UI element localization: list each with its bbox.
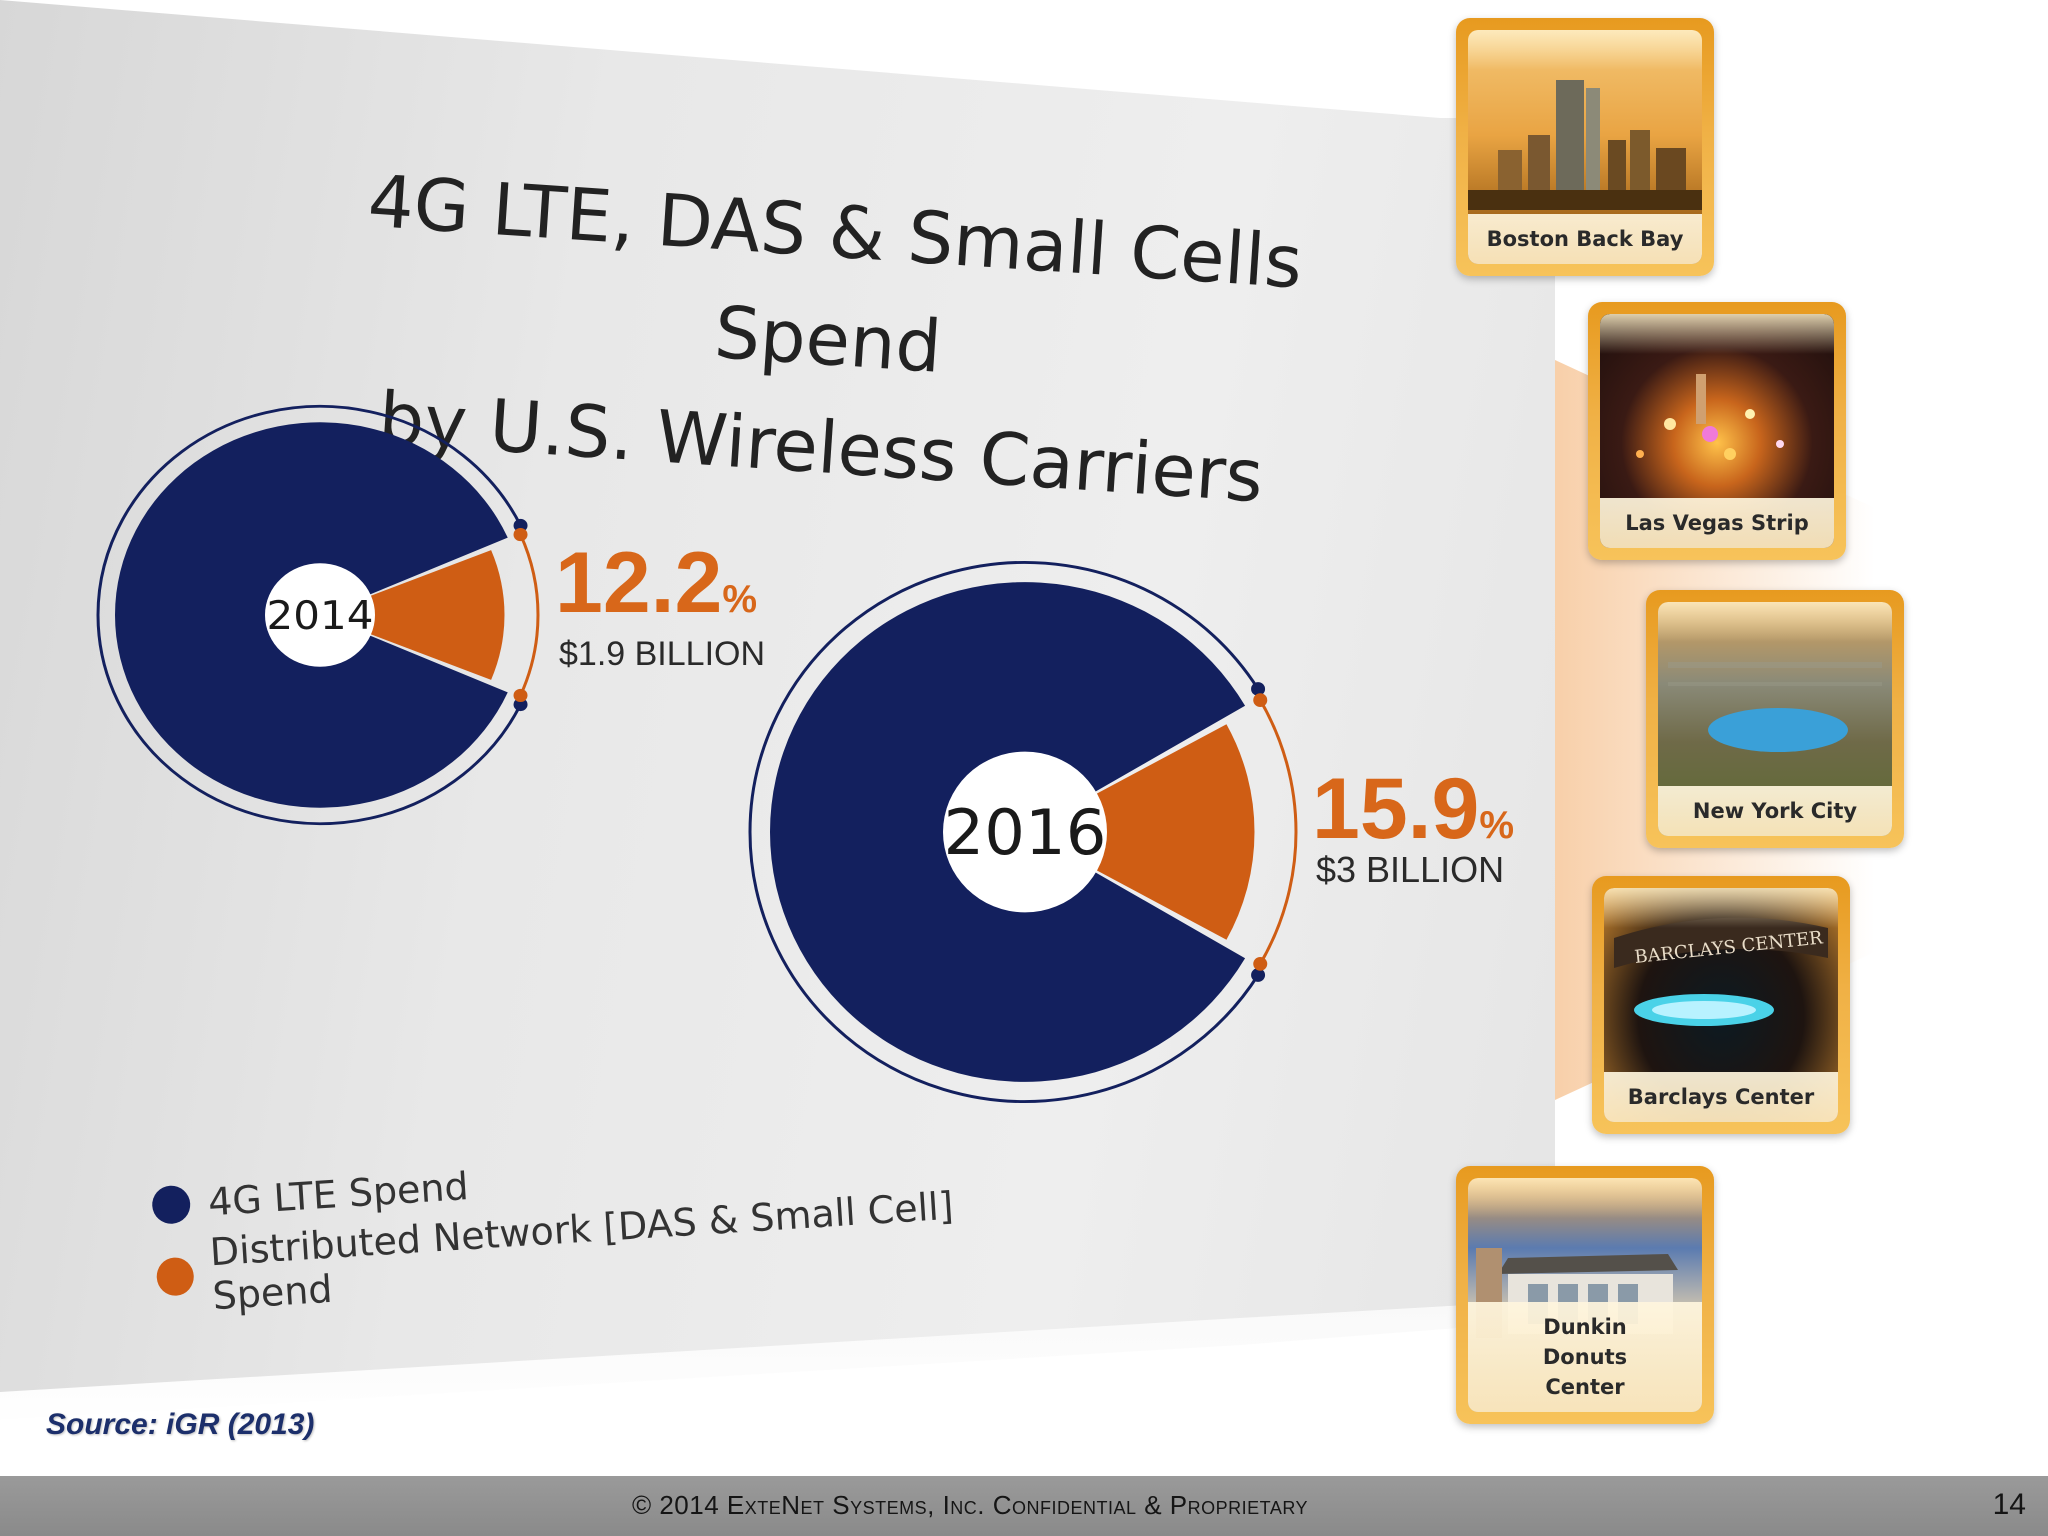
das-outer-arc-2014 (519, 534, 540, 696)
skyline-graphic-icon (1468, 80, 1702, 210)
ring-end-dot-2016-1 (1251, 682, 1266, 696)
year-label-2016: 2016 (944, 796, 1107, 869)
night-city-photo-icon: Las Vegas Strip (1600, 314, 1834, 548)
das-slice-2014 (320, 550, 505, 680)
year-label-2014: 2014 (267, 592, 374, 638)
venue-tile-dunkin: Dunkin Donuts Center (1456, 1166, 1714, 1424)
footer-bar: © 2014 ExteNet Systems, Inc. Confidentia… (0, 1476, 2048, 1536)
page-number: 14 (1992, 1488, 2026, 1521)
venue-label: Dunkin Donuts Center (1468, 1302, 1702, 1412)
arena-photo-icon: BARCLAYS CENTER Barclays Center (1604, 888, 1838, 1122)
tile-gloss (1658, 602, 1892, 642)
venue-tile-barclays: BARCLAYS CENTER Barclays Center (1592, 876, 1850, 1134)
das-amount-label-2016: $3 BILLION (1316, 849, 1504, 890)
footer-copyright: © 2014 ExteNet Systems, Inc. Confidentia… (631, 1490, 1309, 1520)
donut-hole-2014 (265, 563, 375, 667)
das-amount-label-2014: $1.9 BILLION (559, 635, 765, 673)
donut-hole-2016 (943, 751, 1107, 913)
central-park-photo-icon: New York City (1658, 602, 1892, 836)
venue-label: Barclays Center (1604, 1072, 1838, 1122)
das-percent-label-2014: 12.2% (555, 535, 757, 631)
ring-end-dot-2014-2 (513, 528, 528, 542)
central-park-graphic-icon (1668, 662, 1882, 752)
arena-graphic-icon: BARCLAYS CENTER (1614, 917, 1828, 1026)
night-city-graphic-icon (1636, 374, 1784, 460)
das-percent-label-2016: 15.9% (1312, 761, 1514, 857)
ring-end-dot-2016-2 (1253, 693, 1268, 708)
venue-tile-boston: Boston Back Bay (1456, 18, 1714, 276)
donut-2014: 2014 (96, 404, 540, 826)
venue-tile-new-york: New York City (1646, 590, 1904, 848)
ring-end-dot-2014-3 (513, 688, 528, 702)
ring-end-dot-2014-0 (513, 697, 528, 712)
donut-charts: 2014 12.2% $1.9 BILLION 2016 15.9% $3 BILLION (96, 404, 1514, 1103)
das-slice-2016 (1025, 724, 1255, 940)
das-percent-sign-2016: % (1479, 804, 1514, 847)
ring-end-dot-2016-3 (1253, 956, 1268, 971)
venue-label: Boston Back Bay (1468, 214, 1702, 264)
venue-label: Las Vegas Strip (1600, 498, 1834, 548)
das-outer-arc-2016 (1258, 699, 1298, 965)
legend-label-lte: 4G LTE Spend (206, 1164, 470, 1225)
legend-swatch-lte (151, 1184, 192, 1225)
venue-tile-las-vegas: Las Vegas Strip (1588, 302, 1846, 560)
skyline-photo-icon: Boston Back Bay (1468, 30, 1702, 264)
venue-label-text: Dunkin Donuts Center (1542, 1315, 1628, 1399)
arena-exterior-photo-icon: Dunkin Donuts Center (1468, 1178, 1702, 1412)
source-note: Source: iGR (2013) (46, 1408, 315, 1441)
tile-gloss (1468, 1178, 1702, 1218)
tile-gloss (1604, 888, 1838, 928)
donut-chart-svg: 2014 12.2% $1.9 BILLION 2016 15.9%$3 BILLION (96, 404, 1514, 1103)
tile-gloss (1468, 30, 1702, 70)
das-percent-sign-2014: % (722, 578, 757, 621)
lte-outer-ring-2016 (748, 561, 1260, 1103)
ring-end-dot-2014-1 (513, 518, 528, 533)
venue-label: New York City (1658, 786, 1892, 836)
ring-end-dot-2016-0 (1251, 968, 1266, 982)
donut-2016: 2016 (748, 561, 1298, 1103)
lte-outer-ring-2014 (96, 404, 522, 826)
legend-swatch-das (155, 1256, 195, 1297)
tile-gloss (1600, 314, 1834, 354)
